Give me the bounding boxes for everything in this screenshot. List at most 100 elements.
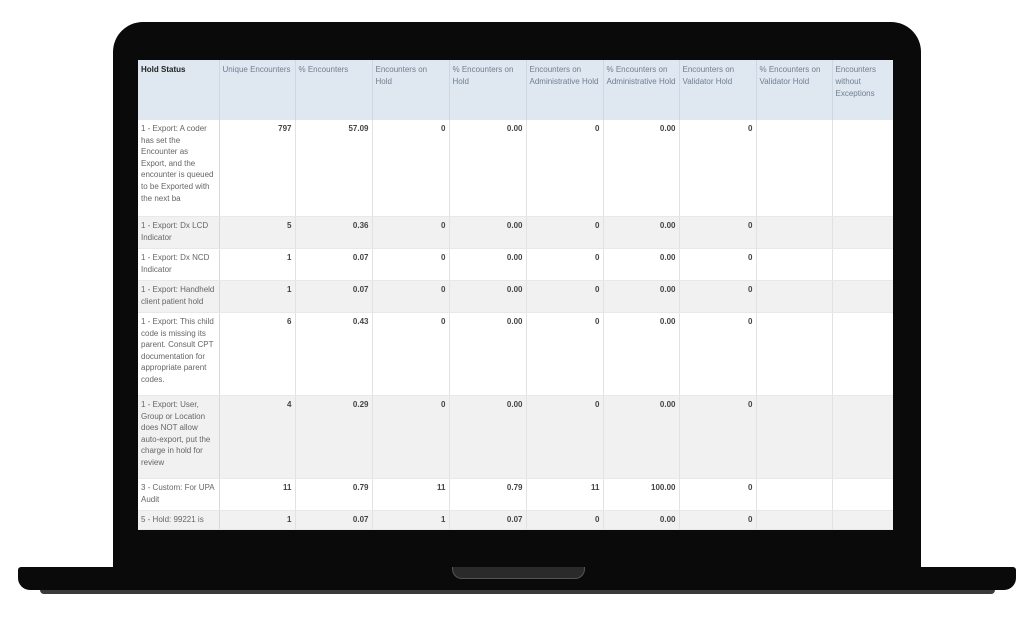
table-cell: 0.07 (295, 248, 373, 281)
table-cell: 0 (526, 510, 604, 530)
hold-status-cell: 1 - Export: Dx NCD Indicator (138, 248, 220, 281)
table-row: 1 - Export: Dx NCD Indicator 1 0.07 0 0.… (138, 248, 893, 281)
table-row: 1 - Export: User, Group or Location does… (138, 395, 893, 479)
table-cell: 4 (219, 395, 296, 479)
table-cell: 1 (372, 510, 450, 530)
table-cell: 0 (679, 280, 757, 313)
table-cell: 0.00 (449, 216, 527, 249)
table-cell (832, 510, 893, 530)
table-cell: 0 (526, 248, 604, 281)
col-header-encounters-without-exceptions[interactable]: Encounters without Exceptions (832, 60, 893, 120)
table-cell: 0.43 (295, 312, 373, 396)
hold-status-cell: 1 - Export: User, Group or Location does… (138, 395, 220, 479)
table-cell (756, 478, 833, 511)
table-cell (756, 312, 833, 396)
table-cell: 11 (219, 478, 296, 511)
table-cell (832, 478, 893, 511)
hold-status-cell: 1 - Export: This child code is missing i… (138, 312, 220, 396)
table-cell: 0.07 (295, 510, 373, 530)
table-row: 1 - Export: Handheld client patient hold… (138, 280, 893, 313)
table-cell: 0 (372, 216, 450, 249)
table-cell: 0.00 (603, 248, 680, 281)
table-cell (756, 120, 833, 217)
table-cell: 6 (219, 312, 296, 396)
table-cell: 0.00 (603, 216, 680, 249)
table-cell (756, 395, 833, 479)
table-cell: 0.00 (449, 248, 527, 281)
col-header-pct-encounters-admin-hold[interactable]: % Encounters on Administrative Hold (603, 60, 680, 120)
table-row: 5 - Hold: 99221 is 1 0.07 1 0.07 0 0.00 … (138, 510, 893, 530)
table-cell (832, 216, 893, 249)
table-cell: 1 (219, 248, 296, 281)
hold-status-table: Hold Status Unique Encounters % Encounte… (138, 60, 893, 530)
table-cell: 0 (526, 280, 604, 313)
table-cell: 0 (372, 248, 450, 281)
table-cell: 0.00 (603, 395, 680, 479)
table-cell: 0.07 (449, 510, 527, 530)
table-cell: 0 (679, 248, 757, 281)
col-header-hold-status[interactable]: Hold Status (138, 60, 220, 120)
table-cell: 11 (372, 478, 450, 511)
table-row: 1 - Export: A coder has set the Encounte… (138, 120, 893, 217)
table-cell: 57.09 (295, 120, 373, 217)
table-cell (756, 216, 833, 249)
table-header-row: Hold Status Unique Encounters % Encounte… (138, 60, 893, 120)
table-cell: 0.00 (449, 312, 527, 396)
table-cell: 0.00 (603, 120, 680, 217)
table-cell: 0 (526, 216, 604, 249)
hold-status-cell: 5 - Hold: 99221 is (138, 510, 220, 530)
table-cell: 0 (679, 478, 757, 511)
hold-status-cell: 1 - Export: Handheld client patient hold (138, 280, 220, 313)
col-header-encounters-on-hold[interactable]: Encounters on Hold (372, 60, 450, 120)
table-cell: 0.00 (449, 120, 527, 217)
table-cell: 0 (526, 120, 604, 217)
table-cell: 0.07 (295, 280, 373, 313)
table-cell (756, 510, 833, 530)
table-cell: 0 (679, 216, 757, 249)
table-cell (756, 248, 833, 281)
table-cell (832, 248, 893, 281)
hold-status-cell: 1 - Export: Dx LCD Indicator (138, 216, 220, 249)
laptop-hinge-notch (452, 567, 585, 579)
table-cell: 0 (526, 312, 604, 396)
table-cell: 0.00 (449, 395, 527, 479)
table-cell: 0 (372, 312, 450, 396)
laptop-screen: Hold Status Unique Encounters % Encounte… (138, 60, 893, 530)
table-cell: 797 (219, 120, 296, 217)
hold-status-cell: 3 - Custom: For UPA Audit (138, 478, 220, 511)
table-cell: 0.79 (449, 478, 527, 511)
table-cell: 0 (372, 395, 450, 479)
table-cell: 0.00 (603, 280, 680, 313)
table-cell: 0.00 (603, 312, 680, 396)
table-row: 1 - Export: Dx LCD Indicator 5 0.36 0 0.… (138, 216, 893, 249)
table-cell: 100.00 (603, 478, 680, 511)
table-row: 1 - Export: This child code is missing i… (138, 312, 893, 396)
table-cell: 0.79 (295, 478, 373, 511)
table-cell (832, 312, 893, 396)
table-cell: 11 (526, 478, 604, 511)
col-header-pct-encounters[interactable]: % Encounters (295, 60, 373, 120)
col-header-pct-encounters-on-hold[interactable]: % Encounters on Hold (449, 60, 527, 120)
table-cell: 1 (219, 280, 296, 313)
table-cell: 0.00 (603, 510, 680, 530)
table-cell: 0 (372, 280, 450, 313)
table-cell: 0 (679, 395, 757, 479)
col-header-pct-encounters-validator-hold[interactable]: % Encounters on Validator Hold (756, 60, 833, 120)
table-cell: 0 (679, 120, 757, 217)
col-header-unique-encounters[interactable]: Unique Encounters (219, 60, 296, 120)
table-cell (756, 280, 833, 313)
col-header-encounters-admin-hold[interactable]: Encounters on Administrative Hold (526, 60, 604, 120)
table-cell: 0.36 (295, 216, 373, 249)
table-cell (832, 280, 893, 313)
table-cell: 5 (219, 216, 296, 249)
table-cell: 0.00 (449, 280, 527, 313)
table-cell: 0 (526, 395, 604, 479)
hold-status-cell: 1 - Export: A coder has set the Encounte… (138, 120, 220, 217)
table-cell: 0 (679, 510, 757, 530)
table-cell (832, 120, 893, 217)
table-cell: 0 (372, 120, 450, 217)
col-header-encounters-validator-hold[interactable]: Encounters on Validator Hold (679, 60, 757, 120)
table-row: 3 - Custom: For UPA Audit 11 0.79 11 0.7… (138, 478, 893, 511)
table-cell: 0 (679, 312, 757, 396)
table-cell (832, 395, 893, 479)
